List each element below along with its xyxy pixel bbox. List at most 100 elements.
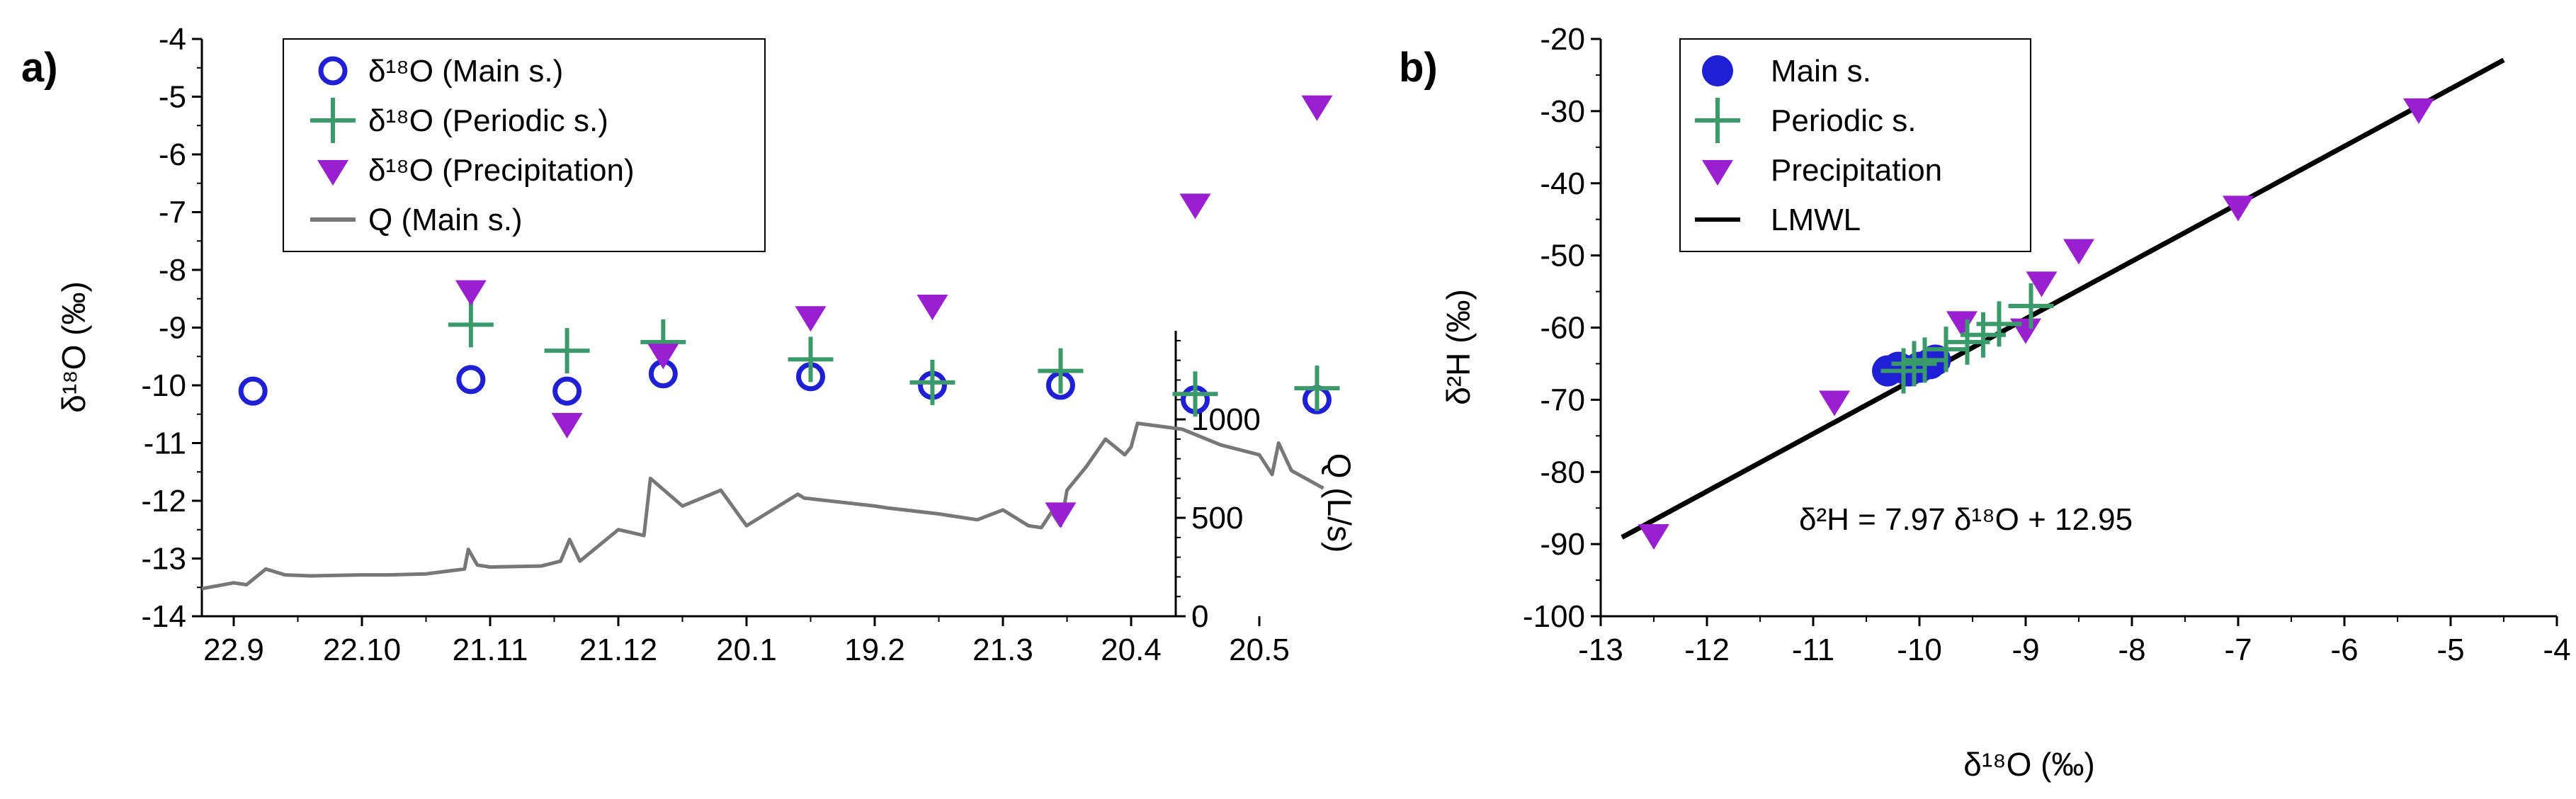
b-x-tick-label: -6 (2330, 633, 2358, 667)
precipitation-point (551, 413, 583, 439)
b-periodic-spring-point (1880, 348, 1927, 394)
panel-b-legend-box (1679, 38, 2031, 252)
b-periodic-spring-point (2008, 283, 2054, 329)
periodic-spring-point (1294, 366, 1340, 412)
discharge-series-line (201, 421, 1324, 591)
b-y-tick-label: -80 (1540, 455, 1585, 489)
legend-b-periodic-spring-plus-icon (1695, 98, 1740, 143)
precipitation-point (1045, 502, 1077, 528)
legend-b-main-spring-label: Main s. (1771, 54, 1871, 89)
b-precipitation-point (2063, 239, 2094, 265)
a-x-tick-label: 19.2 (844, 633, 905, 667)
legend-periodic-spring-label: δ¹⁸O (Periodic s.) (368, 103, 608, 138)
panel-b-y-axis-title: δ²H (‰) (1440, 289, 1477, 405)
a-y-tick-label: -8 (159, 253, 186, 288)
a-y-tick-label: -9 (159, 311, 186, 346)
periodic-spring-point (544, 328, 590, 374)
a-x-tick-label: 20.4 (1101, 633, 1162, 667)
b-x-tick-label: -8 (2118, 633, 2145, 667)
b-precipitation-point (1819, 390, 1850, 416)
legend-precipitation-label: δ¹⁸O (Precipitation) (368, 153, 635, 188)
precipitation-point (1301, 95, 1333, 121)
a-x-tick-label: 20.1 (716, 633, 777, 667)
legend-precipitation-triangle-icon (317, 160, 348, 186)
a-y-tick-label: -12 (141, 484, 186, 518)
b-precipitation-point (2026, 271, 2058, 298)
panel-b-label: b) (1399, 45, 1438, 91)
precipitation-point (455, 280, 487, 306)
legend-main-spring-open-circle-icon (318, 56, 348, 86)
panel-b-x-axis-title: δ¹⁸O (‰) (1963, 746, 2095, 783)
panel-a-legend: δ¹⁸O (Main s.) δ¹⁸O (Periodic s.) δ¹⁸O (… (283, 38, 766, 252)
a-x-tick-label: 21.3 (972, 633, 1033, 667)
b-precipitation-point (1946, 311, 1978, 337)
panel-a-right-axis-title: Q (L/s) (1321, 453, 1358, 553)
a-y-tick-label: -11 (144, 426, 186, 461)
b-y-tick-label: -50 (1540, 239, 1585, 273)
a-x-tick-label: 21.12 (579, 633, 657, 667)
panel-b-marker-layer (1638, 98, 2434, 550)
a-y-tick-label: -10 (141, 368, 186, 403)
periodic-spring-point (788, 336, 834, 382)
panel-a-y-axis-title: δ¹⁸O (‰) (55, 281, 92, 413)
a-x-tick-label: 20.5 (1229, 633, 1290, 667)
b-y-tick-label: -100 (1523, 599, 1585, 634)
legend-b-precipitation-label: Precipitation (1771, 153, 1942, 188)
main-spring-point (456, 365, 486, 395)
periodic-spring-point (1038, 348, 1084, 394)
b-precipitation-point (2223, 196, 2254, 222)
legend-main-spring-label: δ¹⁸O (Main s.) (368, 54, 563, 89)
b-x-tick-label: -7 (2224, 633, 2252, 667)
lmwl-equation-annotation: δ²H = 7.97 δ¹⁸O + 12.95 (1799, 502, 2133, 537)
main-spring-point (238, 376, 268, 406)
panel-a-time-series: a) δ¹⁸O (‰) Q (L/s) -4 -5 -6 -7 -8 -9 -10 -11 -1… (21, 22, 1358, 667)
precipitation-point (647, 344, 679, 370)
precipitation-point (917, 294, 948, 320)
panel-a-discharge-layer (201, 421, 1324, 591)
b-y-tick-label: -20 (1540, 22, 1585, 57)
lmwl-regression-line (1621, 57, 2505, 540)
a-x-tick-label: 22.10 (323, 633, 401, 667)
a-y2-tick-label: 0 (1191, 599, 1208, 634)
precipitation-point (1179, 193, 1211, 220)
a-y-tick-label: -4 (159, 22, 186, 57)
b-periodic-spring-point (1891, 341, 1937, 387)
a-x-tick-label: 21.11 (453, 633, 528, 667)
precipitation-point (795, 306, 827, 332)
b-x-tick-label: -12 (1684, 633, 1730, 667)
b-precipitation-point (2403, 98, 2434, 124)
main-spring-point (552, 376, 582, 406)
a-y-tick-label: -13 (141, 542, 186, 577)
a-y-tick-label: -6 (159, 137, 186, 172)
b-x-tick-label: -4 (2543, 633, 2570, 667)
periodic-spring-point (448, 302, 494, 348)
b-y-tick-label: -60 (1540, 311, 1585, 346)
periodic-spring-point (909, 359, 955, 405)
b-periodic-spring-point (1976, 301, 2022, 347)
legend-b-lmwl-label: LMWL (1771, 203, 1861, 237)
b-precipitation-point (1638, 523, 1669, 550)
b-y-tick-label: -70 (1540, 382, 1585, 417)
a-y-tick-label: -5 (159, 80, 186, 115)
legend-b-periodic-spring-label: Periodic s. (1771, 103, 1916, 138)
panel-a-label: a) (21, 45, 58, 91)
a-y-tick-label: -7 (159, 196, 186, 230)
b-y-tick-label: -90 (1540, 527, 1585, 562)
legend-periodic-spring-plus-icon (310, 98, 356, 143)
panel-b-isotope-plot: b) δ²H (‰) δ¹⁸O (‰) -20 -30 -40 -50 -60 -70 -8… (1399, 22, 2571, 783)
b-x-tick-label: -13 (1578, 633, 1623, 667)
legend-b-precipitation-triangle-icon (1702, 160, 1733, 186)
b-periodic-spring-point (1902, 337, 1948, 383)
b-x-tick-label: -5 (2436, 633, 2464, 667)
legend-b-main-spring-filled-circle-icon (1702, 55, 1733, 86)
b-x-tick-label: -11 (1792, 633, 1834, 667)
periodic-spring-point (1172, 371, 1218, 417)
b-y-tick-label: -30 (1540, 94, 1585, 129)
b-periodic-spring-point (1923, 327, 1969, 373)
panel-b-axes: -20 -30 -40 -50 -60 -70 -80 -90 -100-13 -12 -11 -10… (1523, 22, 2571, 667)
b-x-tick-label: -9 (2012, 633, 2039, 667)
a-y2-tick-label: 500 (1191, 501, 1243, 536)
b-y-tick-label: -40 (1540, 166, 1585, 201)
